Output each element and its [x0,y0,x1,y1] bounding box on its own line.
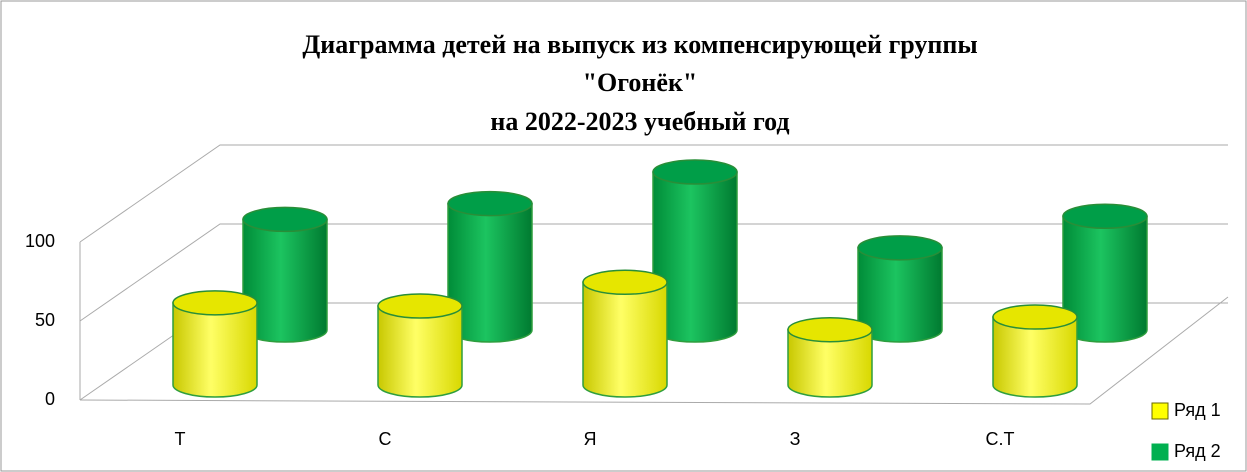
x-tick-label: С [379,429,392,449]
chart-title: "Огонёк" [583,68,698,97]
y-tick-label: 100 [25,231,55,251]
x-tick-label: З [790,429,801,449]
bar [377,305,463,398]
bar-top [447,190,533,217]
bar-top [857,235,943,261]
bar-top [377,293,463,319]
bar-top [582,269,668,296]
bar-top [787,316,873,343]
chart-title: Диаграмма детей на выпуск из компенсирую… [302,30,977,59]
bar [787,328,873,398]
grid-line [79,144,1228,243]
bar-top [652,159,738,185]
bar-top [172,290,258,316]
grid-line [79,223,1228,322]
floor-edge [79,296,1229,405]
bar-top [992,304,1078,330]
legend-swatch [1151,402,1169,420]
x-tick-label: С.Т [986,429,1015,449]
bar [172,302,258,398]
bar-top [1062,203,1148,229]
bar [582,281,668,398]
legend-swatch [1151,443,1169,461]
y-tick-label: 0 [45,389,55,409]
bar [992,316,1078,398]
bar-top [242,206,328,233]
x-tick-label: Я [584,429,597,449]
legend-label: Ряд 1 [1174,400,1221,420]
chart-title: на 2022-2023 учебный год [490,107,789,136]
legend-label: Ряд 2 [1174,441,1221,461]
x-tick-label: Т [175,429,186,449]
y-tick-label: 50 [35,310,55,330]
